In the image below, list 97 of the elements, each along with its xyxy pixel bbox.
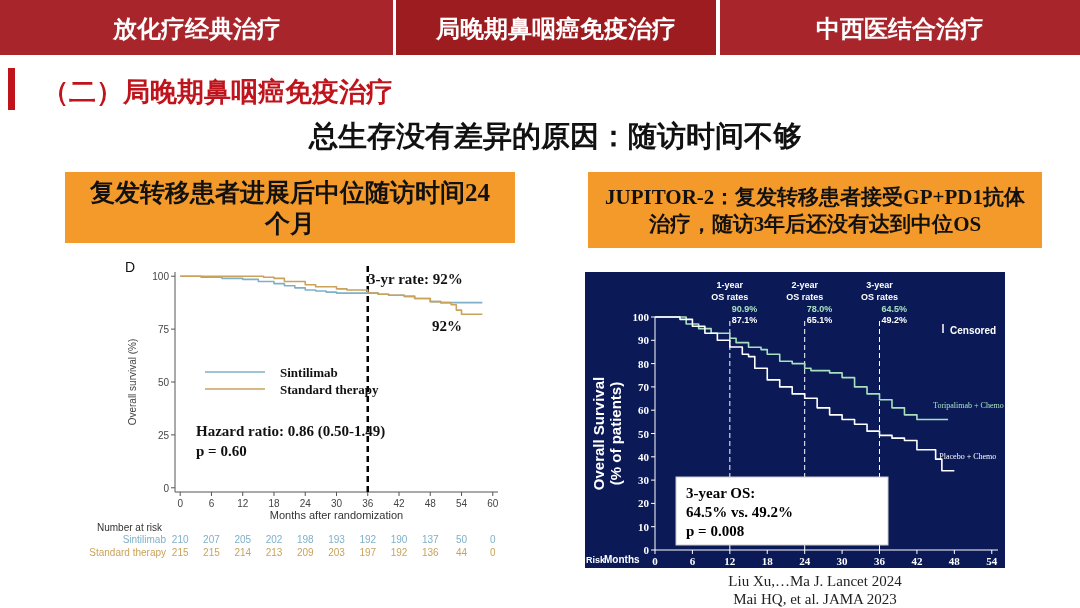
text: 137 bbox=[421, 534, 440, 545]
text: Standard therapy bbox=[89, 547, 166, 558]
annotation: 64.5% vs. 49.2% bbox=[686, 504, 794, 520]
text: 50 bbox=[455, 534, 468, 545]
text: D bbox=[125, 259, 136, 275]
y-tick-label: 50 bbox=[157, 377, 170, 388]
text: Liu Xu,…Ma J. Lancet 2024 bbox=[728, 573, 903, 589]
y-tick-label: 70 bbox=[638, 380, 650, 393]
x-tick-label: 12 bbox=[237, 498, 249, 509]
text: 214 bbox=[234, 547, 252, 558]
text: 0 bbox=[490, 534, 497, 545]
x-tick-label: 0 bbox=[652, 555, 659, 567]
text: 局晚期鼻咽癌免疫治疗 bbox=[435, 15, 676, 42]
text: 64.5% bbox=[881, 304, 908, 314]
x-tick-label: 54 bbox=[986, 555, 998, 567]
y-tick-label: 50 bbox=[638, 427, 650, 440]
x-tick-label: 42 bbox=[393, 498, 406, 509]
annotation: p = 0.008 bbox=[686, 523, 745, 539]
text: 213 bbox=[265, 547, 283, 558]
chart-title: JUPITOR-2：复发转移患者接受GP+PD1抗体治疗，随访3年后还没有达到中位OS bbox=[605, 185, 1026, 236]
x-tick-label: 6 bbox=[208, 498, 215, 509]
text: 203 bbox=[328, 547, 346, 558]
annotation: 92% bbox=[432, 318, 462, 334]
y-tick-label: 0 bbox=[163, 482, 170, 494]
text: 0 bbox=[490, 547, 497, 558]
x-tick-label: 18 bbox=[268, 498, 280, 509]
legend-label: Sintilimab bbox=[280, 365, 338, 380]
y-axis-title: Overall survival (%) bbox=[127, 338, 138, 426]
x-tick-label: 36 bbox=[874, 555, 886, 567]
y-tick-label: 0 bbox=[643, 544, 650, 556]
x-tick-label: 24 bbox=[299, 498, 312, 509]
annotation: p = 0.60 bbox=[196, 443, 247, 459]
x-tick-label: 30 bbox=[836, 555, 849, 567]
text: 192 bbox=[359, 534, 377, 545]
text: 44 bbox=[455, 547, 468, 558]
x-tick-label: 18 bbox=[761, 555, 774, 567]
text: 78.0% bbox=[806, 304, 833, 314]
series-label: Placebo + Chemo bbox=[939, 451, 997, 461]
text: 放化疗经典治疗 bbox=[111, 15, 281, 42]
text: Mai HQ, et al. JAMA 2023 bbox=[733, 591, 897, 607]
text: 202 bbox=[265, 534, 283, 545]
legend-label: Standard therapy bbox=[280, 382, 380, 397]
annotation: 49.2% bbox=[881, 315, 908, 325]
text: 205 bbox=[234, 534, 252, 545]
ref-line-label: 2-year OS rates bbox=[786, 280, 824, 302]
y-tick-label: 75 bbox=[157, 324, 170, 336]
x-tick-label: 24 bbox=[799, 555, 811, 567]
text: 192 bbox=[390, 547, 408, 558]
y-tick-label: 20 bbox=[638, 497, 650, 510]
x-tick-label: 48 bbox=[424, 498, 437, 509]
text: 197 bbox=[359, 547, 377, 558]
y-tick-label: 100 bbox=[152, 271, 170, 283]
annotation: 65.1% bbox=[806, 315, 833, 325]
annotation: 3-yr rate: 92% bbox=[368, 271, 463, 287]
x-tick-label: 60 bbox=[487, 498, 499, 509]
x-tick-label: 42 bbox=[911, 555, 923, 567]
x-axis-title: Months bbox=[604, 554, 640, 565]
text: 207 bbox=[203, 534, 221, 545]
x-tick-label: 12 bbox=[724, 555, 736, 567]
y-tick-label: 60 bbox=[638, 404, 650, 417]
series-label: Toripalimab + Chemo bbox=[933, 400, 1004, 410]
y-tick-label: 30 bbox=[638, 474, 650, 487]
text: 193 bbox=[328, 534, 346, 545]
text: 210 bbox=[171, 534, 189, 545]
text: 总生存没有差异的原因：随访时间不够 bbox=[307, 120, 802, 152]
text: 215 bbox=[171, 547, 189, 558]
ref-line-label: 3-year OS rates bbox=[860, 280, 899, 302]
x-axis-title: Months after randomization bbox=[269, 509, 404, 521]
text: （二）局晚期鼻咽癌免疫治疗 bbox=[42, 77, 393, 107]
y-tick-label: 25 bbox=[157, 429, 170, 441]
ref-line-label: 1-year OS rates bbox=[711, 280, 749, 302]
x-tick-label: 36 bbox=[362, 498, 374, 509]
text: Number at risk bbox=[97, 522, 164, 533]
annotation: 87.1% bbox=[731, 315, 758, 325]
text: Sintilimab bbox=[122, 534, 166, 545]
text: 215 bbox=[203, 547, 221, 558]
text: 198 bbox=[296, 534, 315, 545]
annotation: 3-year OS: bbox=[686, 485, 756, 501]
annotation: Censored bbox=[950, 325, 997, 336]
y-tick-label: 40 bbox=[638, 450, 650, 463]
text: 136 bbox=[421, 547, 440, 558]
text: 209 bbox=[296, 547, 315, 558]
x-tick-label: 0 bbox=[177, 498, 184, 509]
x-tick-label: 54 bbox=[455, 498, 468, 509]
y-tick-label: 10 bbox=[638, 520, 650, 533]
chart-title: 复发转移患者进展后中位随访时间24个月 bbox=[89, 178, 491, 238]
annotation: Hazard ratio: 0.86 (0.50-1.49) bbox=[196, 423, 386, 440]
y-axis-title: Overall Survival (% of patients) bbox=[590, 376, 624, 491]
text: 中西医结合治疗 bbox=[816, 15, 984, 42]
text: 90.9% bbox=[731, 304, 758, 314]
x-tick-label: 30 bbox=[330, 498, 343, 509]
x-tick-label: 6 bbox=[689, 555, 696, 567]
y-tick-label: 80 bbox=[638, 357, 650, 370]
x-tick-label: 48 bbox=[948, 555, 961, 567]
text: 190 bbox=[390, 534, 408, 545]
y-tick-label: 90 bbox=[638, 334, 650, 347]
y-tick-label: 100 bbox=[632, 311, 650, 323]
